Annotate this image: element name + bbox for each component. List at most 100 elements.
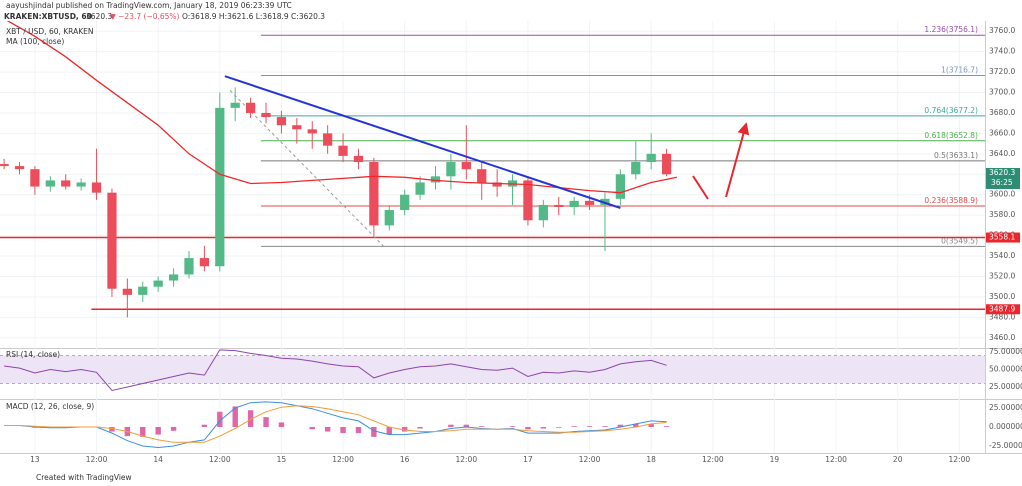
macd-histogram — [540, 426, 547, 429]
last-price: 3620.3 — [989, 168, 1015, 177]
macd-histogram — [571, 426, 577, 427]
macd-histogram — [309, 426, 315, 430]
x-tick-label: 17 — [523, 455, 533, 464]
y-tick-label: 3640.0 — [989, 149, 1015, 158]
candle-body — [138, 286, 148, 295]
y-tick-label: 3460.0 — [989, 333, 1015, 342]
macd-histogram — [663, 426, 670, 427]
macd-histogram — [109, 426, 115, 432]
macd-histogram — [232, 406, 238, 427]
macd-histogram — [247, 410, 254, 427]
macd-histogram — [401, 426, 408, 432]
candle-body — [230, 102, 240, 108]
price-badge-label: 3558.1 — [989, 233, 1015, 242]
rsi-pane — [0, 349, 985, 392]
x-tick-label: 15 — [277, 455, 287, 464]
candle-body — [122, 288, 132, 295]
macd-histogram — [386, 426, 392, 435]
fib-label: 0.764(3677.2) — [924, 106, 978, 115]
price: 3620.3 — [86, 12, 112, 21]
macd-histogram — [371, 426, 377, 437]
x-tick-label: 12:00 — [209, 455, 231, 464]
x-tick-label: 12:00 — [455, 455, 477, 464]
y-tick-label: 3480.0 — [989, 312, 1015, 321]
candle-body — [523, 180, 533, 221]
countdown: 36:25 — [991, 178, 1013, 187]
ohlc: O:3618.9 H:3621.6 L:3618.9 C:3620.3 — [182, 12, 325, 21]
candle-body — [199, 258, 210, 267]
y-tick-label: 3660.0 — [989, 128, 1015, 137]
candle-body — [353, 155, 364, 163]
candle-body — [430, 176, 441, 183]
macd-histogram — [324, 426, 331, 432]
x-tick-label: 12:00 — [702, 455, 724, 464]
macd-histogram — [340, 426, 346, 434]
macd-histogram — [417, 426, 423, 429]
y-tick-label: 3520.0 — [989, 271, 1015, 280]
fib-label: 0.5(3633.1) — [934, 151, 978, 160]
y-tick-label: 3760.0 — [989, 26, 1015, 35]
y-tick-label: 3600.0 — [989, 190, 1015, 199]
pane-title: MACD (12, 26, close, 9) — [6, 402, 94, 411]
macd-histogram — [201, 424, 208, 427]
candle-body — [292, 125, 302, 130]
x-tick-label: 13 — [30, 455, 40, 464]
y-tick-label: 3680.0 — [989, 108, 1015, 117]
price-badge-label: 3487.9 — [989, 304, 1015, 313]
legend-ma: MA (100, close) — [6, 37, 64, 46]
candle-body — [661, 153, 672, 175]
macd-histogram — [556, 426, 562, 428]
last-price-badge — [986, 167, 1020, 189]
macd-histogram — [278, 422, 285, 427]
candle-body — [0, 164, 9, 167]
macd-histogram — [263, 417, 269, 427]
candle-body — [615, 174, 625, 199]
candle-body — [215, 107, 225, 267]
x-tick-label: 12:00 — [579, 455, 601, 464]
fib-label: 0.236(3588.9) — [924, 196, 978, 205]
macd-histogram — [509, 426, 516, 427]
footer: Created with TradingView — [36, 473, 132, 482]
candle-body — [646, 153, 656, 163]
x-tick-label: 12:00 — [825, 455, 847, 464]
candle-body — [261, 112, 271, 118]
candle-body — [384, 210, 394, 226]
candle-body — [554, 204, 564, 207]
price-badge — [986, 232, 1020, 243]
macd-histogram — [170, 426, 177, 431]
x-tick-label: 18 — [646, 455, 656, 464]
macd-histogram — [463, 424, 470, 427]
y-tick-label: 3740.0 — [989, 47, 1015, 56]
y-tick-label: -25.000000 — [989, 441, 1022, 450]
candle-body — [446, 162, 456, 177]
x-tick-label: 14 — [153, 455, 163, 464]
pane-title: RSI (14, close) — [6, 350, 60, 359]
candle-body — [91, 182, 102, 193]
macd-histogram — [217, 411, 223, 427]
x-tick-label: 20 — [893, 455, 903, 464]
change: ▼ −23.7 (−0.65%) — [110, 12, 180, 21]
macd-histogram — [648, 423, 654, 427]
macd-histogram — [602, 426, 608, 427]
candle-body — [569, 200, 579, 207]
x-tick-label: 19 — [770, 455, 780, 464]
candle-body — [369, 162, 379, 226]
candle-body — [14, 166, 25, 170]
x-tick-label: 12:00 — [332, 455, 354, 464]
y-tick-label: 25.000000 — [989, 403, 1022, 412]
byline: aayushjindal published on TradingView.co… — [6, 1, 292, 10]
candle-body — [477, 169, 487, 183]
candle-body — [30, 169, 40, 187]
macd-histogram — [617, 424, 624, 427]
macd-histogram — [633, 423, 639, 427]
fib-label: 1.236(3756.1) — [924, 25, 978, 34]
y-tick-label: 50.000000 — [989, 364, 1022, 373]
y-tick-label: 25.000000 — [989, 382, 1022, 391]
candle-body — [415, 182, 425, 195]
candle-body — [584, 200, 595, 205]
x-tick-label: 12:00 — [86, 455, 108, 464]
trendline — [224, 75, 621, 209]
symbol: KRAKEN:XBTUSD, 60 — [4, 12, 92, 21]
